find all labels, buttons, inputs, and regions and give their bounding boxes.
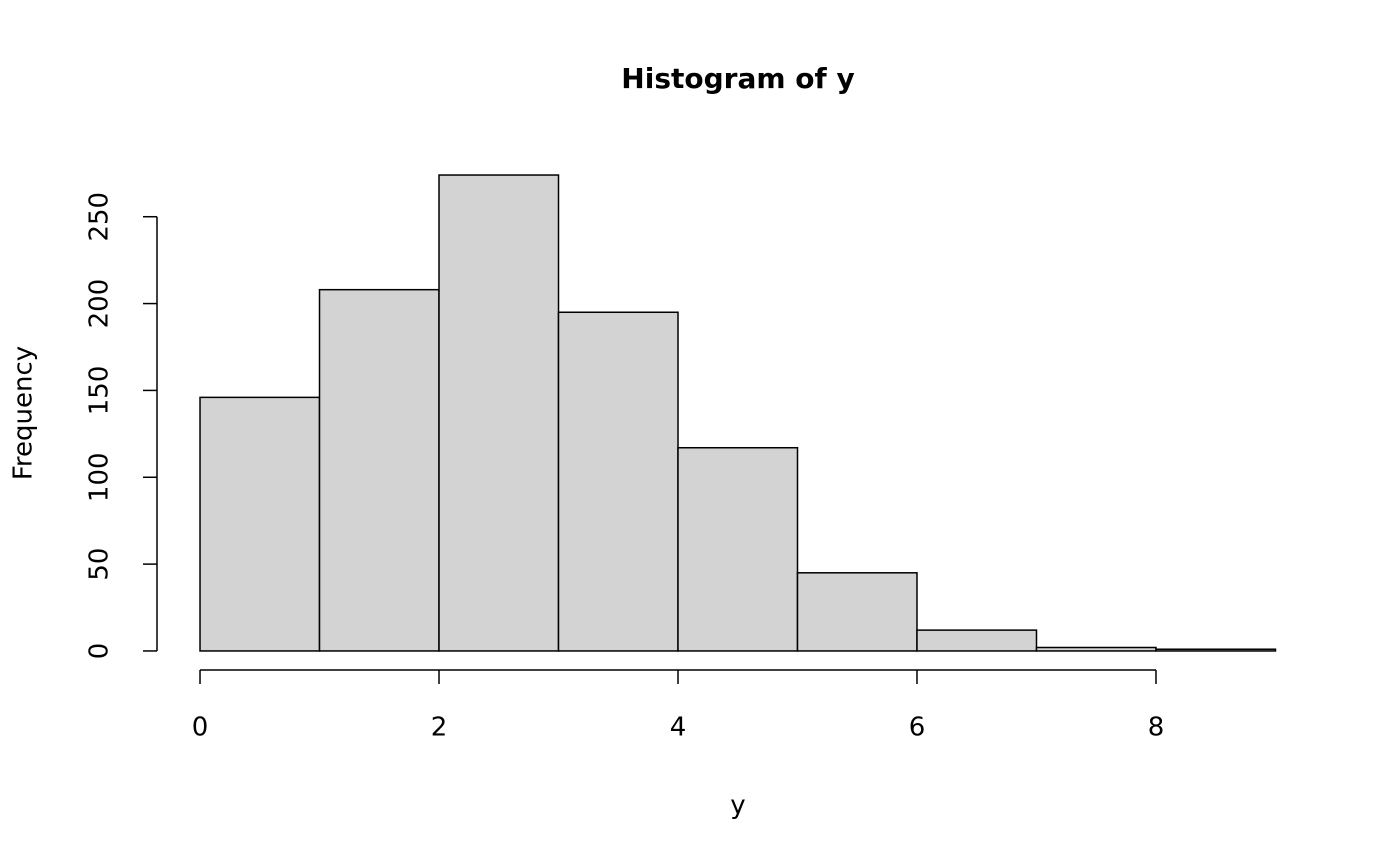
y-tick-label: 150 xyxy=(85,366,115,416)
bar xyxy=(677,446,799,652)
x-axis-label: y xyxy=(730,791,745,821)
y-tick-label: 0 xyxy=(85,643,115,660)
x-tick-label: 4 xyxy=(670,713,687,743)
y-tick-label: 50 xyxy=(85,548,115,581)
bar xyxy=(916,629,1038,652)
bar xyxy=(438,174,560,652)
chart-title: Histogram of y xyxy=(621,62,854,95)
x-tick-label: 0 xyxy=(192,713,209,743)
bar xyxy=(1155,648,1277,652)
y-tick-label: 100 xyxy=(85,452,115,502)
bar xyxy=(199,396,321,652)
bar xyxy=(1035,646,1157,652)
x-tick-label: 6 xyxy=(909,713,926,743)
x-tick-label: 2 xyxy=(431,713,448,743)
y-tick-label: 200 xyxy=(85,279,115,329)
y-tick-label: 250 xyxy=(85,192,115,242)
bar xyxy=(557,311,679,652)
x-tick-label: 8 xyxy=(1148,713,1165,743)
bar xyxy=(318,288,440,652)
bar xyxy=(796,572,918,652)
y-axis-label: Frequency xyxy=(9,346,39,480)
